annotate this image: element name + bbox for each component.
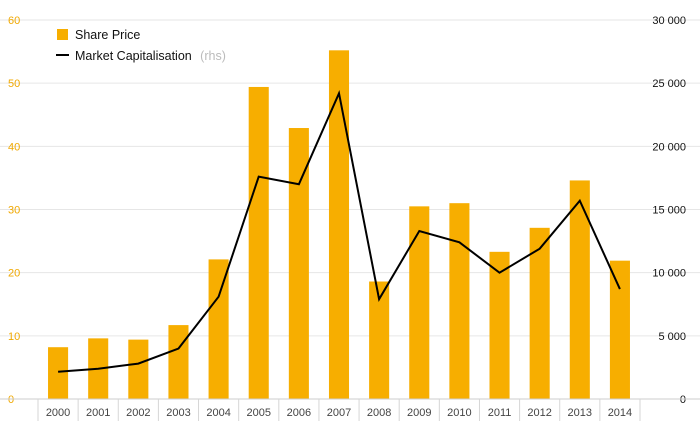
x-tick-label: 2002 — [126, 407, 150, 419]
x-tick-label: 2000 — [46, 407, 70, 419]
y-right-tick-label: 5 000 — [658, 331, 686, 343]
legend-label-market-cap: Market Capitalisation (rhs) — [75, 47, 226, 64]
bar-share-price — [609, 260, 630, 399]
x-tick-label: 2001 — [86, 407, 110, 419]
x-tick-label: 2012 — [527, 407, 551, 419]
y-left-tick-label: 0 — [8, 394, 14, 406]
bar-share-price — [489, 251, 510, 399]
bar-share-price — [48, 347, 69, 399]
bar-share-price — [529, 227, 550, 399]
bar-share-price — [248, 86, 269, 399]
y-left-tick-label: 30 — [8, 205, 20, 217]
y-left-tick-label: 50 — [8, 78, 20, 90]
x-tick-label: 2003 — [166, 407, 190, 419]
y-right-tick-label: 20 000 — [652, 141, 686, 153]
y-left-tick-label: 10 — [8, 331, 20, 343]
y-right-tick-label: 10 000 — [652, 268, 686, 280]
legend-swatch-share-price — [57, 29, 68, 40]
bar-share-price — [328, 50, 350, 399]
market-cap-line — [58, 89, 621, 373]
x-tick-label: 2008 — [367, 407, 391, 419]
legend-label-market-cap-name: Market Capitalisation — [75, 49, 192, 63]
x-tick-label: 2014 — [608, 407, 632, 419]
x-tick-label: 2006 — [287, 407, 311, 419]
axes: 0 10 20 30 40 50 60 0 5 000 10 000 15 000 20 000 25 … — [0, 15, 700, 421]
gridlines — [0, 19, 700, 337]
x-tick-label: 2010 — [447, 407, 471, 419]
legend: Share Price Market Capitalisation (rhs) — [56, 28, 226, 64]
line-market-cap — [58, 89, 621, 373]
legend-label-market-cap-note: (rhs) — [200, 49, 226, 63]
y-right-tick-label: 0 — [680, 394, 686, 406]
bar-share-price — [128, 339, 149, 399]
bar-share-price — [569, 180, 590, 399]
y-left-tick-label: 20 — [8, 268, 20, 280]
bar-share-price — [288, 128, 309, 399]
y-right-tick-label: 30 000 — [652, 15, 686, 27]
bar-share-price — [208, 259, 229, 399]
x-tick-label: 2013 — [568, 407, 592, 419]
y-left-tick-label: 40 — [8, 141, 20, 153]
share-price-bars — [48, 50, 630, 399]
y-right-tick-label: 25 000 — [652, 78, 686, 90]
y-right-tick-label: 15 000 — [652, 205, 686, 217]
x-tick-label: 2004 — [206, 407, 230, 419]
bar-share-price — [369, 281, 390, 399]
bar-share-price — [449, 203, 470, 399]
legend-label-share-price: Share Price — [75, 28, 140, 42]
bar-share-price — [168, 325, 189, 399]
x-tick-label: 2007 — [327, 407, 351, 419]
x-tick-label: 2005 — [246, 407, 270, 419]
y-left-tick-label: 60 — [8, 15, 20, 27]
x-tick-label: 2011 — [488, 407, 512, 419]
x-tick-label: 2009 — [407, 407, 431, 419]
bar-share-price — [409, 206, 430, 399]
